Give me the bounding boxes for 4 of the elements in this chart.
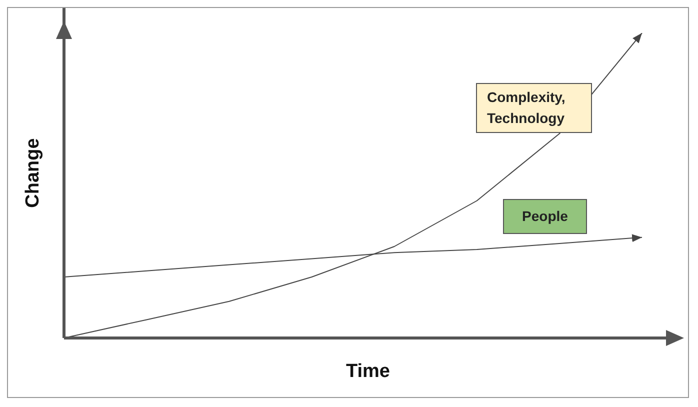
- x-axis-title: Time: [346, 361, 390, 382]
- series-label: People: [522, 207, 568, 226]
- y-axis-title: Change: [22, 138, 44, 208]
- series-label: Complexity, Technology: [487, 88, 566, 128]
